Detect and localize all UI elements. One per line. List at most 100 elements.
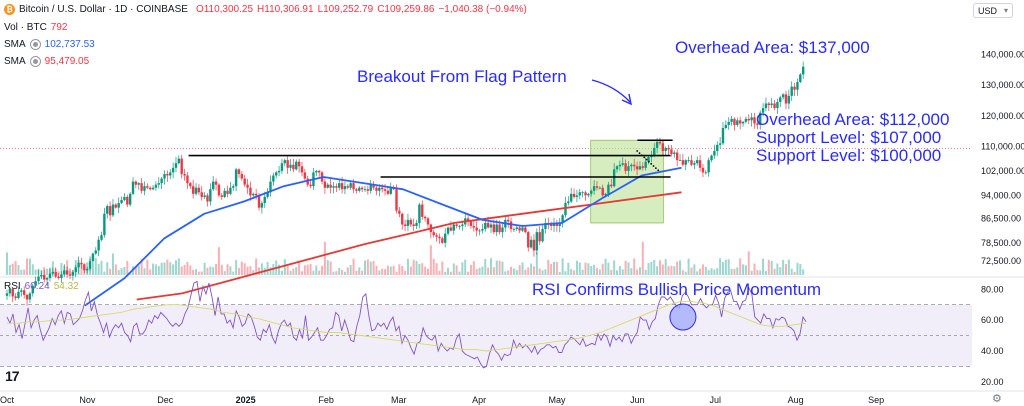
- volume-bar: [180, 266, 183, 275]
- candle-body: [398, 210, 401, 214]
- candle-body: [481, 229, 484, 231]
- candle-body: [340, 183, 344, 190]
- candle-body: [369, 184, 372, 191]
- candle-body: [131, 181, 135, 194]
- candle-body: [163, 173, 166, 179]
- volume-bar: [676, 261, 679, 275]
- volume-bar: [449, 271, 452, 275]
- candle-body: [395, 189, 398, 211]
- volume-bar: [338, 267, 341, 275]
- candle-body: [363, 189, 367, 191]
- volume-bar: [246, 266, 249, 275]
- candle-body: [690, 160, 693, 165]
- candle-body: [88, 261, 92, 269]
- candle-body: [601, 187, 604, 196]
- volume-bar: [742, 264, 745, 275]
- candle-body: [578, 192, 581, 196]
- candle-body: [240, 173, 244, 179]
- volume-bar: [372, 261, 375, 275]
- candle-body: [169, 172, 172, 176]
- rsi-panel: [0, 280, 972, 369]
- volume-value: 792: [50, 22, 68, 33]
- candle-body: [77, 262, 80, 268]
- volume-bar: [658, 260, 661, 275]
- candle-body: [120, 199, 123, 204]
- candle-body: [610, 184, 613, 187]
- candle-body: [171, 167, 175, 173]
- volume-bar: [753, 263, 756, 275]
- volume-bar: [381, 268, 384, 275]
- volume-bar: [495, 260, 498, 275]
- volume-bar: [782, 259, 785, 275]
- candle-body: [569, 193, 573, 202]
- candle-body: [100, 235, 103, 240]
- candle-body: [532, 239, 536, 251]
- volume-bar: [501, 261, 504, 275]
- sma1-legend[interactable]: SMA 102,737.53: [4, 39, 95, 50]
- candle-body: [323, 181, 327, 188]
- candle-body: [54, 271, 57, 277]
- candle-body: [438, 236, 441, 239]
- candle-body: [489, 224, 493, 228]
- volume-bar: [790, 268, 793, 275]
- candle-body: [658, 141, 662, 144]
- volume-bar: [578, 262, 581, 275]
- candle-body: [730, 118, 733, 122]
- volume-bar: [426, 268, 429, 275]
- volume-bar: [492, 267, 495, 275]
- candle-body: [738, 120, 742, 124]
- candle-body: [446, 227, 450, 234]
- candle-body: [74, 267, 77, 272]
- volume-bar: [575, 260, 578, 275]
- candle-body: [289, 164, 292, 168]
- candle-body: [784, 94, 788, 104]
- volume-bar: [11, 263, 14, 275]
- volume-bar: [787, 259, 790, 275]
- volume-bar: [215, 264, 218, 275]
- candle-body: [186, 175, 189, 184]
- volume-bar: [100, 260, 103, 275]
- candle-body: [378, 187, 381, 191]
- candle-body: [51, 271, 55, 274]
- volume-bar: [103, 271, 106, 275]
- candle-body: [796, 82, 799, 90]
- volume-bar: [681, 270, 684, 275]
- volume-bar: [341, 269, 344, 275]
- volume-bar: [6, 252, 8, 275]
- volume-bar: [286, 265, 289, 275]
- candle-body: [220, 195, 223, 197]
- candle-body: [615, 166, 619, 170]
- volume-bar: [220, 264, 223, 275]
- candle-body: [14, 296, 17, 298]
- volume-bar: [762, 258, 765, 275]
- candle-body: [618, 164, 622, 167]
- volume-bar: [627, 262, 630, 275]
- volume-bar: [432, 258, 435, 275]
- volume-bar: [553, 261, 556, 275]
- candle-body: [638, 166, 642, 170]
- gear-icon[interactable]: ⚙: [992, 393, 1002, 405]
- sma2-legend[interactable]: SMA 95,479.05: [4, 56, 89, 67]
- volume-bar: [641, 241, 644, 275]
- candle-body: [83, 264, 86, 271]
- time-tick-label: Dec: [157, 395, 174, 405]
- candle-body: [272, 175, 275, 182]
- candle-body: [787, 95, 791, 104]
- volume-bar: [346, 267, 349, 275]
- sma50-line: [84, 166, 682, 307]
- volume-bar: [255, 258, 258, 275]
- candle-body: [781, 94, 785, 98]
- eye-icon[interactable]: [29, 39, 41, 50]
- volume-bar: [335, 271, 338, 275]
- candle-body: [329, 184, 332, 188]
- candle-body: [727, 121, 730, 125]
- candle-body: [492, 224, 496, 233]
- volume-bar: [352, 258, 355, 275]
- ohlc-low: L109,252.79: [317, 4, 374, 15]
- volume-bar: [527, 267, 530, 275]
- currency-button[interactable]: USD ▾: [973, 3, 1013, 18]
- eye-icon[interactable]: [29, 56, 41, 67]
- candle-body: [587, 193, 590, 196]
- volume-bars: [6, 241, 805, 275]
- volume-bar: [280, 270, 283, 275]
